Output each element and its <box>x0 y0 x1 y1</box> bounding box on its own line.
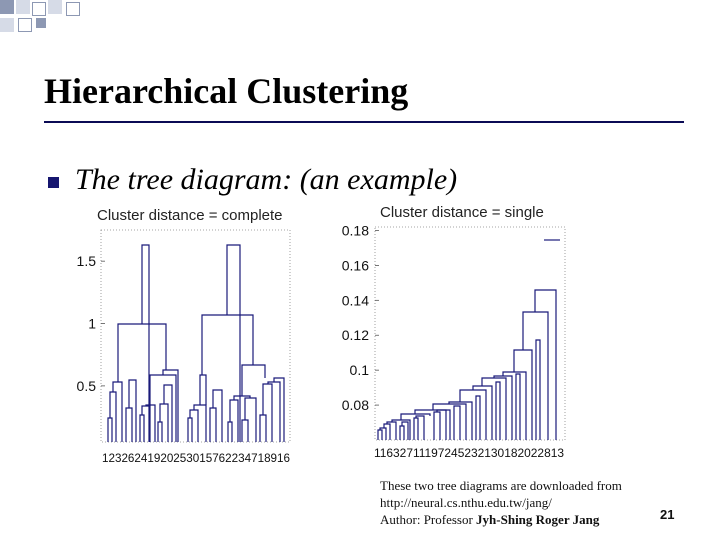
deco-square <box>0 0 14 14</box>
dendrogram-link <box>267 381 281 442</box>
dendrogram-link <box>535 339 541 440</box>
dendrogram-link <box>241 364 266 396</box>
dendrogram-complete-svg: Cluster distance = complete 0.5 1 1.5 1232… <box>77 207 291 465</box>
dendrogram-link <box>401 421 409 440</box>
dendrogram-link <box>459 389 487 440</box>
y-tick-label: 0.14 <box>342 292 369 308</box>
deco-square <box>18 18 32 32</box>
corner-decoration <box>0 0 130 40</box>
dendrogram-link <box>141 244 150 442</box>
dendrogram-link <box>162 369 179 442</box>
y-tick-label: 0.12 <box>342 327 369 343</box>
dendrogram-link <box>241 419 249 442</box>
dendrogram-link <box>157 421 163 442</box>
credit-text: These two tree diagrams are downloaded f… <box>380 477 622 528</box>
dendrogram-link <box>453 405 461 440</box>
dendrogram-link <box>229 399 239 442</box>
dendrogram-link <box>201 314 254 375</box>
dendrogram-link <box>379 427 387 440</box>
author-name: Jyh-Shing Roger Jang <box>476 512 600 527</box>
deco-square <box>16 0 30 14</box>
dendrogram-link <box>534 289 557 440</box>
deco-square <box>0 18 14 32</box>
dendrogram-link <box>415 415 425 440</box>
dendrogram-link <box>107 417 113 442</box>
deco-square <box>32 2 46 16</box>
dendrogram-link <box>212 389 223 442</box>
plot-frame <box>100 229 291 443</box>
dendrogram-link <box>209 407 217 442</box>
dendrogram-link <box>495 381 501 440</box>
y-tick-label: 0.1 <box>350 362 370 378</box>
dendrogram-link <box>399 425 405 440</box>
y-tick-label: 1 <box>88 316 96 332</box>
title-underline <box>44 121 684 123</box>
dendrogram-link <box>226 244 241 442</box>
author-prefix: Author: Professor <box>380 512 477 527</box>
dendrogram-link <box>128 379 137 442</box>
dendrogram-link <box>383 423 391 440</box>
dendrogram-link <box>413 417 419 440</box>
y-tick-label: 1.5 <box>77 253 97 269</box>
chart-title: Cluster distance = complete <box>97 207 283 224</box>
dendrogram-link <box>112 381 123 442</box>
credit-line: Author: Professor Jyh-Shing Roger Jang <box>380 511 622 528</box>
dendrogram-link <box>227 421 233 442</box>
dendrogram-link <box>117 323 167 382</box>
dendrogram-single-svg: Cluster distance = single 0.08 0.1 0.12 0.1… <box>342 204 566 460</box>
dendrogram-link <box>199 374 207 405</box>
dendrogram-link <box>189 409 199 442</box>
dendrogram-link <box>259 414 267 442</box>
slide-title: Hierarchical Clustering <box>44 71 409 111</box>
dendrogram-link <box>159 403 169 442</box>
dendrogram-link <box>436 409 447 440</box>
dendrogram-link <box>163 384 173 442</box>
deco-square <box>36 18 46 28</box>
credit-line: These two tree diagrams are downloaded f… <box>380 478 622 493</box>
dendrogram-link <box>513 349 533 440</box>
page-number: 21 <box>660 507 675 522</box>
y-tick-label: 0.18 <box>342 222 369 238</box>
y-tick-label: 0.5 <box>77 378 97 394</box>
y-tick-label: 0.16 <box>342 257 369 273</box>
deco-square <box>48 0 62 14</box>
dendrogram-link <box>273 377 285 442</box>
dendrogram-link <box>515 373 521 440</box>
credit-link[interactable]: http://neural.cs.nthu.edu.tw/jang/ <box>380 495 552 510</box>
plot-frame <box>374 226 566 441</box>
dendrogram-link <box>187 417 193 442</box>
dendrogram-link <box>139 414 145 442</box>
chart-title: Cluster distance = single <box>380 204 544 221</box>
leaf-labels: 11632711197245232130182022813 <box>374 446 564 460</box>
leaf-labels: 12326241920253015762234718916 <box>102 451 290 465</box>
y-tick-label: 0.08 <box>342 397 369 413</box>
dendrogram-link <box>262 383 273 442</box>
dendrogram-link <box>386 421 397 440</box>
dendrogram-link <box>391 419 411 440</box>
dendrogram-link <box>377 429 383 440</box>
dendrogram-single: Cluster distance = single 0.08 0.1 0.12 0.1… <box>330 200 580 470</box>
dendrogram-link <box>109 391 117 442</box>
dendrogram-link <box>493 375 513 440</box>
bullet-square-icon <box>48 177 59 188</box>
deco-square <box>66 2 80 16</box>
dendrogram-link <box>433 411 441 440</box>
dendrogram-complete: Cluster distance = complete 0.5 1 1.5 1232… <box>60 200 300 470</box>
bullet-text: The tree diagram: (an example) <box>75 163 458 196</box>
dendrogram-link <box>475 395 481 440</box>
dendrogram-link <box>125 407 133 442</box>
